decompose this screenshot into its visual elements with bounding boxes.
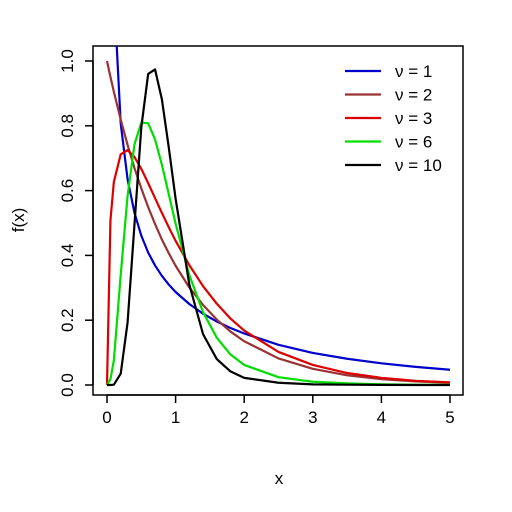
legend-label-0: ν = 1 [395, 62, 432, 81]
y-tick-label: 0.8 [58, 114, 77, 138]
legend-label-2: ν = 3 [395, 109, 432, 128]
series-line-4 [107, 68, 451, 387]
x-tick-label: 4 [377, 408, 386, 427]
series-line-1 [105, 60, 451, 384]
y-tick-label: 0.0 [58, 373, 77, 397]
legend-label-1: ν = 2 [395, 86, 432, 105]
series-layer [105, 46, 451, 387]
y-tick-label: 0.6 [58, 179, 77, 203]
y-axis-label: f(x) [9, 208, 28, 233]
series-line-3 [106, 121, 451, 386]
legend: ν = 1 ν = 2 ν = 3 ν = 6 ν = 10 [345, 62, 442, 175]
legend-label-3: ν = 6 [395, 133, 432, 152]
y-axis: 0.0 0.2 0.4 0.6 0.8 1.0 [58, 49, 94, 397]
series-line-2 [105, 149, 451, 386]
x-axis-label: x [275, 469, 284, 488]
x-tick-label: 5 [445, 408, 454, 427]
y-tick-label: 1.0 [58, 49, 77, 73]
legend-label-4: ν = 10 [395, 156, 442, 175]
x-tick-label: 0 [102, 408, 111, 427]
x-axis: 0 1 2 3 4 5 [102, 394, 455, 427]
series-line-0 [115, 46, 451, 371]
x-tick-label: 3 [308, 408, 317, 427]
x-tick-label: 1 [171, 408, 180, 427]
y-tick-label: 0.4 [58, 244, 77, 268]
y-tick-label: 0.2 [58, 308, 77, 332]
x-tick-label: 2 [239, 408, 248, 427]
